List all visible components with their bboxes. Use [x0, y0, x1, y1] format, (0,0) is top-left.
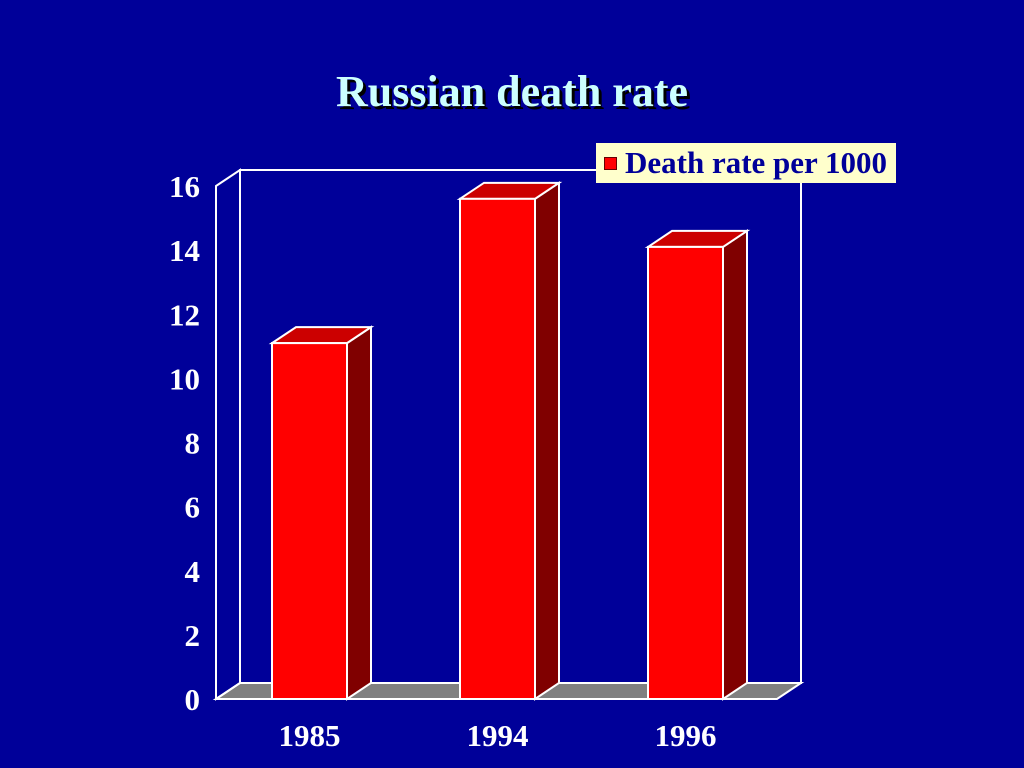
- bars: [268, 180, 751, 701]
- legend-label: Death rate per 1000: [625, 145, 888, 180]
- bar: [644, 229, 751, 701]
- y-tick-label: 14: [169, 233, 200, 268]
- x-tick-label: 1994: [467, 718, 529, 753]
- bar: [456, 180, 563, 701]
- y-tick-label: 2: [185, 618, 201, 653]
- legend: Death rate per 1000: [596, 143, 897, 183]
- chart-title: Russian death rate: [335, 67, 689, 116]
- x-axis-ticks: 1985 1994 1996: [279, 718, 717, 753]
- bar-front: [459, 197, 536, 700]
- y-tick-label: 4: [185, 554, 201, 589]
- chart-side-wall: [215, 168, 241, 701]
- bar: [268, 325, 375, 701]
- y-tick-label: 6: [185, 490, 201, 525]
- y-tick-label: 10: [169, 361, 200, 396]
- bar-side: [722, 229, 748, 701]
- x-tick-label: 1985: [279, 718, 341, 753]
- bar-side: [346, 325, 372, 701]
- y-tick-label: 8: [185, 426, 201, 461]
- y-tick-label: 16: [169, 169, 200, 204]
- y-tick-label: 12: [169, 297, 200, 332]
- bar-side: [534, 180, 560, 701]
- bar-front: [271, 342, 348, 700]
- legend-swatch: [604, 156, 617, 170]
- y-axis-ticks: 0 2 4 6 8 10 12 14 16: [169, 169, 200, 717]
- bar-front: [647, 245, 724, 700]
- y-tick-label: 0: [185, 682, 201, 717]
- x-tick-label: 1996: [655, 718, 717, 753]
